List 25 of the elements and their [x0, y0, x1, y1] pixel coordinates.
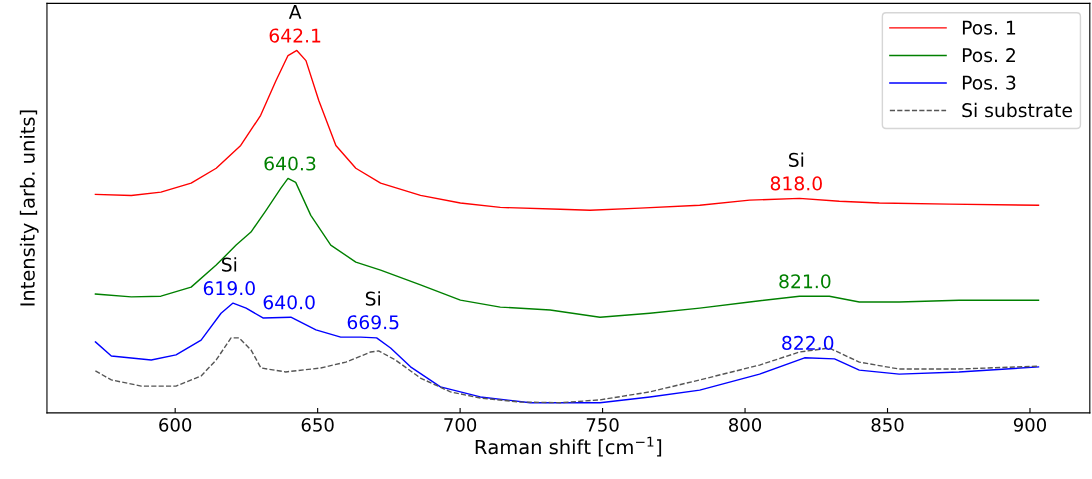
- x-tick-label: 850: [871, 418, 904, 432]
- legend-label: Pos. 2: [962, 48, 1015, 63]
- x-tick-label: 750: [586, 418, 619, 432]
- annotation: 821.0: [779, 274, 831, 289]
- legend-label: Si substrate: [962, 102, 1072, 118]
- annotation: 619.0: [203, 281, 255, 296]
- x-tick-label: 600: [159, 418, 192, 432]
- legend-label: Pos. 1: [962, 20, 1016, 35]
- annotation: A: [288, 5, 302, 19]
- y-axis-title: Intensity [arb. units]: [19, 110, 39, 306]
- annotation: 640.0: [263, 295, 315, 310]
- x-tick-label: 900: [1013, 418, 1047, 432]
- annotation: 642.1: [269, 28, 321, 43]
- annotation: Si: [789, 152, 804, 167]
- annotation: 669.5: [347, 315, 399, 330]
- annotation: 640.3: [264, 156, 316, 171]
- x-tick-label: 800: [729, 418, 762, 432]
- x-tick-label: 700: [444, 418, 477, 432]
- annotation: Si: [365, 291, 380, 306]
- x-tick-label: 650: [301, 418, 334, 432]
- legend-label: Pos. 3: [962, 75, 1016, 90]
- annotation: Si: [221, 257, 237, 272]
- x-axis-title: Raman shift [cm$^{−1}$]: [475, 436, 662, 457]
- annotation: 822.0: [782, 335, 834, 351]
- annotation: 818.0: [770, 176, 822, 191]
